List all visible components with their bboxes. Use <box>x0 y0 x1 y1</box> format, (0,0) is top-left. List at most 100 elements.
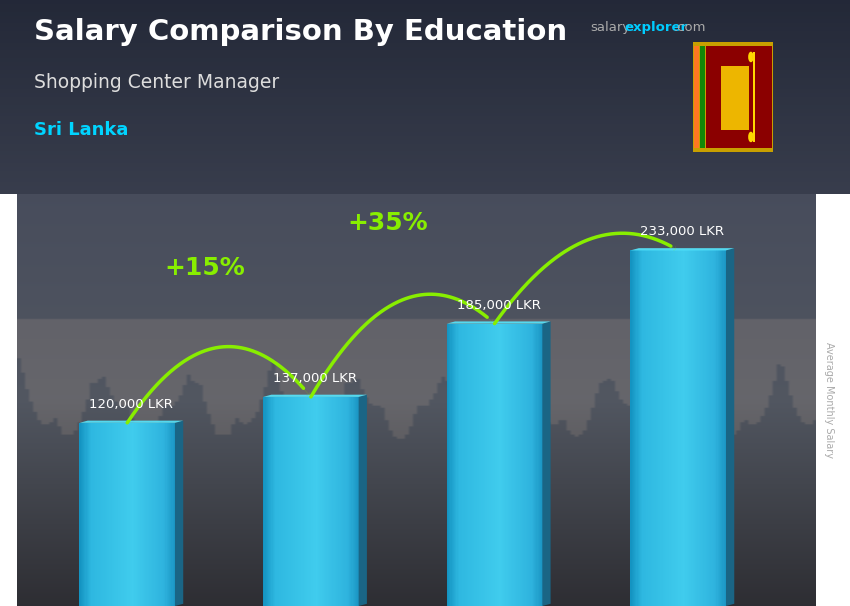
Bar <box>82 423 83 606</box>
Bar <box>697 250 699 606</box>
Bar <box>162 423 163 606</box>
Bar <box>79 423 81 606</box>
Bar <box>84 423 86 606</box>
Bar <box>329 397 330 606</box>
Bar <box>279 397 280 606</box>
Bar <box>448 324 450 606</box>
Bar <box>713 250 714 606</box>
Text: .com: .com <box>673 21 706 34</box>
Text: 137,000 LKR: 137,000 LKR <box>273 372 357 385</box>
Bar <box>528 324 530 606</box>
Bar <box>114 423 116 606</box>
Bar <box>685 250 687 606</box>
Bar <box>490 324 491 606</box>
Bar <box>634 250 636 606</box>
Bar <box>294 397 296 606</box>
Bar <box>99 423 101 606</box>
Bar <box>150 423 151 606</box>
Bar <box>485 324 486 606</box>
Bar <box>352 397 353 606</box>
Bar <box>311 397 312 606</box>
Bar <box>651 250 652 606</box>
Bar <box>537 324 539 606</box>
Bar <box>456 324 458 606</box>
Bar <box>158 423 160 606</box>
Bar <box>719 250 720 606</box>
Bar <box>497 324 498 606</box>
Bar <box>129 423 131 606</box>
Bar <box>640 250 642 606</box>
Bar <box>166 423 167 606</box>
Bar <box>468 324 470 606</box>
Bar <box>492 324 494 606</box>
Bar <box>462 324 464 606</box>
Bar <box>672 250 674 606</box>
Bar <box>694 250 695 606</box>
Bar <box>265 397 267 606</box>
Bar <box>722 250 724 606</box>
Bar <box>519 324 521 606</box>
Bar <box>663 250 664 606</box>
Bar <box>477 324 478 606</box>
Bar <box>303 397 304 606</box>
Bar <box>154 423 155 606</box>
Bar <box>105 423 106 606</box>
Bar <box>300 397 302 606</box>
Bar <box>463 324 465 606</box>
Bar <box>173 423 175 606</box>
Bar <box>163 423 164 606</box>
Polygon shape <box>359 395 367 606</box>
Polygon shape <box>79 421 184 423</box>
Bar <box>676 250 677 606</box>
Bar <box>703 250 705 606</box>
Bar <box>501 324 502 606</box>
Bar <box>515 324 516 606</box>
Bar <box>684 250 686 606</box>
Bar <box>489 324 490 606</box>
Bar <box>145 423 146 606</box>
Bar <box>283 397 285 606</box>
Bar <box>291 397 292 606</box>
Bar <box>683 250 684 606</box>
Bar <box>123 423 125 606</box>
Bar <box>637 250 638 606</box>
Bar <box>292 397 293 606</box>
Bar <box>309 397 310 606</box>
Bar <box>320 397 322 606</box>
Bar <box>146 423 148 606</box>
Bar <box>725 250 726 606</box>
Bar <box>135 423 137 606</box>
Bar <box>83 423 84 606</box>
Bar <box>101 423 102 606</box>
Bar <box>281 397 282 606</box>
Bar <box>96 423 98 606</box>
Bar <box>332 397 334 606</box>
Bar <box>510 324 512 606</box>
Bar <box>691 250 693 606</box>
Bar <box>641 250 643 606</box>
Bar <box>303 397 305 606</box>
Bar <box>540 324 541 606</box>
Bar <box>314 397 316 606</box>
Bar <box>720 250 722 606</box>
Bar <box>125 423 126 606</box>
Bar <box>503 324 504 606</box>
Bar <box>315 397 317 606</box>
Bar <box>665 250 666 606</box>
Text: salary: salary <box>591 21 631 34</box>
Bar <box>702 250 704 606</box>
Bar <box>295 397 297 606</box>
Bar <box>157 423 158 606</box>
Bar <box>268 397 269 606</box>
Bar <box>117 423 119 606</box>
Bar <box>649 250 651 606</box>
Bar <box>487 324 489 606</box>
Bar <box>133 423 134 606</box>
Bar <box>267 397 268 606</box>
Bar <box>536 324 538 606</box>
Bar <box>690 250 692 606</box>
Bar <box>99 423 100 606</box>
Bar <box>324 397 326 606</box>
Bar <box>323 397 324 606</box>
Text: Sri Lanka: Sri Lanka <box>34 121 128 139</box>
